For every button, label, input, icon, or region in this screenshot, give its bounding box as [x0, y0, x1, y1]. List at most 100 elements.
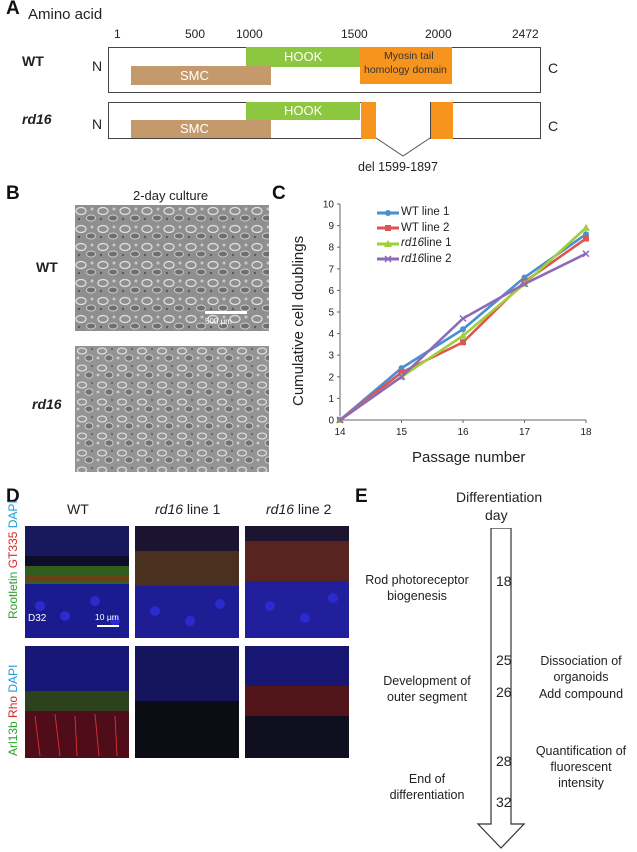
- data-point: [583, 235, 589, 242]
- day-label: D32: [28, 613, 47, 624]
- wt-hook-label: HOOK: [284, 49, 323, 64]
- tick-2000: 2000: [425, 27, 452, 41]
- rd16-smc-label: SMC: [180, 121, 209, 136]
- event-end-differentiation: End of differentiation: [389, 772, 465, 802]
- scalebar-line: [97, 625, 119, 627]
- col-label-rd16-line-1: rd16 line 1: [155, 501, 221, 517]
- panel-c-letter: C: [272, 183, 286, 204]
- rd16-hook-label: HOOK: [284, 103, 323, 118]
- day-26: 26: [496, 684, 512, 700]
- day-32: 32: [496, 794, 512, 810]
- panel-e-title-line1: Differentiation: [456, 489, 543, 505]
- panel-d-letter: D: [6, 486, 20, 507]
- y-tick-label: 1: [328, 394, 334, 405]
- tick-2472: 2472: [512, 27, 539, 41]
- y-tick-label: 3: [328, 351, 334, 362]
- panel-b-title: 2-day culture: [133, 188, 209, 203]
- legend-label-italic: rd16: [401, 252, 425, 265]
- wt-c-terminus: C: [548, 60, 559, 76]
- panel-b-rd16-label: rd16: [32, 396, 62, 412]
- rd16-myosin-fragment-left: [361, 102, 376, 139]
- confocal-scalebar-label: 10 μm: [95, 612, 119, 622]
- wt-culture-scalebar-label: 500 μm: [205, 317, 232, 326]
- x-tick-label: 15: [396, 427, 408, 438]
- rd16-c-terminus: C: [548, 118, 559, 134]
- day-28: 28: [496, 753, 512, 769]
- y-tick-label: 5: [328, 308, 334, 319]
- x-tick-label: 14: [334, 427, 346, 438]
- deletion-label: del 1599-1897: [358, 160, 438, 174]
- data-point: [460, 339, 466, 346]
- confocal-wt-arl13b: [25, 646, 129, 758]
- legend-label: WT line 1: [401, 206, 450, 218]
- y-tick-label: 7: [328, 264, 334, 275]
- tick-1000: 1000: [236, 27, 263, 41]
- chart-x-axis-label: Passage number: [412, 449, 526, 466]
- x-tick-label: 18: [580, 427, 592, 438]
- panel-e-letter: E: [355, 486, 368, 507]
- wt-myosin-label-1: Myosin tail: [384, 50, 434, 62]
- chart-legend: WT line 1 WT line 2 rd16 line 1 rd16 lin…: [377, 205, 452, 267]
- row2-stain-label: Arl13b Rho DAPI: [6, 664, 20, 756]
- x-tick-label: 17: [519, 427, 531, 438]
- panel-b-letter: B: [6, 183, 20, 204]
- event-outer-segment: Development of outer segment: [383, 674, 471, 704]
- wt-n-terminus: N: [92, 58, 103, 74]
- rd16-hook-domain: [246, 102, 360, 120]
- tick-500: 500: [185, 27, 206, 41]
- legend-item-wt-line-1: WT line 1: [377, 205, 452, 221]
- event-quantification: Quantification of fluorescent intensity: [535, 744, 627, 790]
- y-tick-label: 4: [328, 329, 334, 340]
- timeline-arrow: [476, 528, 526, 849]
- data-point: [336, 416, 344, 424]
- y-tick-label: 9: [328, 221, 334, 232]
- legend-item-wt-line-2: WT line 2: [377, 221, 452, 237]
- confocal-rd16-line1-rootletin: [135, 526, 239, 638]
- panel-b-wt-label: WT: [36, 259, 58, 275]
- confocal-rd16-line1-arl13b: [135, 646, 239, 758]
- col-label-wt: WT: [67, 501, 89, 517]
- day-25: 25: [496, 652, 512, 668]
- wt-myosin-domain: [360, 47, 452, 84]
- x-tick-label: 16: [457, 427, 469, 438]
- data-point: [459, 331, 467, 339]
- event-dissociation: Dissociation of organoids: [540, 654, 622, 684]
- wt-culture-image: 500 μm: [75, 205, 269, 331]
- col-label-rd16-line-2: rd16 line 2: [266, 501, 332, 517]
- y-tick-label: 0: [328, 416, 334, 427]
- y-tick-label: 10: [323, 200, 335, 211]
- legend-label-italic: rd16: [401, 237, 425, 249]
- y-tick-label: 2: [328, 372, 334, 383]
- event-rod-biogenesis: Rod photoreceptor biogenesis: [365, 573, 469, 603]
- confocal-rd16-line2-rootletin: [245, 526, 349, 638]
- data-point: [582, 223, 590, 231]
- event-add-compound: Add compound: [538, 687, 624, 701]
- data-point: [520, 280, 529, 288]
- wt-hook-domain: [246, 47, 360, 67]
- deletion-bracket: [375, 137, 431, 157]
- wt-smc-domain: [131, 66, 271, 85]
- data-point: [397, 373, 406, 381]
- legend-label: line 1: [424, 237, 452, 249]
- rd16-label: rd16: [22, 111, 52, 127]
- cell-doublings-chart: 0 1 2 3 4 5 6 7 8 9 10 14 15 16 17 18: [323, 200, 592, 439]
- data-point: [460, 326, 466, 333]
- rd16-myosin-fragment-right: [431, 102, 453, 139]
- legend-item-rd16-line-1: rd16 line 1: [377, 236, 452, 252]
- confocal-wt-rootletin: D32 10 μm: [25, 526, 129, 638]
- row1-stain-label: Rootletin GT335 DAPI: [6, 500, 20, 619]
- wt-smc-label: SMC: [180, 68, 209, 83]
- y-tick-label: 6: [328, 286, 334, 297]
- rd16-culture-image: [75, 346, 269, 472]
- data-point: [398, 369, 405, 376]
- wt-myosin-label-2: homology domain: [364, 64, 447, 76]
- legend-label: line 2: [424, 252, 452, 265]
- day-18: 18: [496, 573, 512, 589]
- confocal-rd16-line2-arl13b: [245, 646, 349, 758]
- rd16-n-terminus: N: [92, 116, 103, 132]
- data-point: [459, 314, 467, 323]
- panel-a-letter: A: [6, 0, 20, 19]
- data-point: [582, 250, 590, 258]
- panel-a-title: Amino acid: [28, 6, 103, 23]
- y-tick-label: 8: [328, 243, 334, 254]
